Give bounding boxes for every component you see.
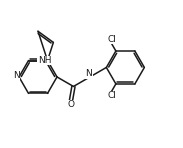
Text: O: O — [68, 100, 75, 109]
Text: Cl: Cl — [107, 35, 116, 44]
Text: Cl: Cl — [107, 91, 116, 100]
Text: N: N — [13, 71, 20, 81]
Text: NH: NH — [38, 56, 51, 65]
Text: N: N — [85, 69, 92, 78]
